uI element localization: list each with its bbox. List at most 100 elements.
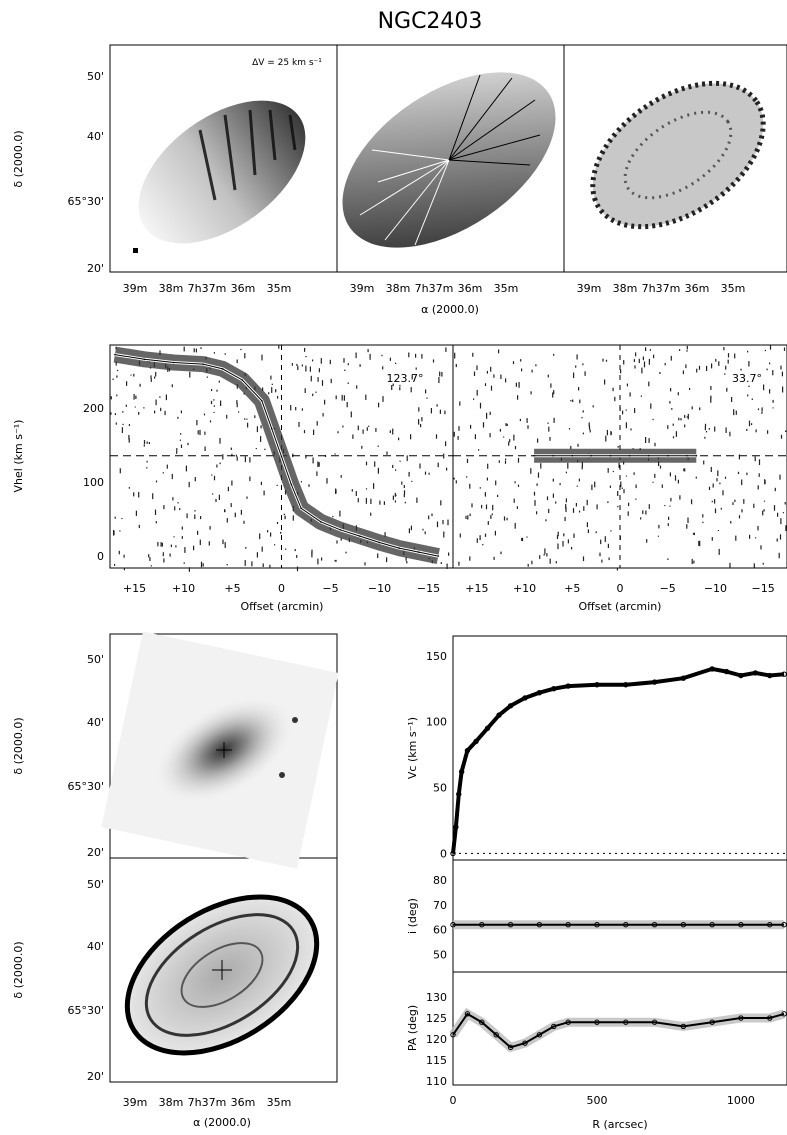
pv-noise-dot: [592, 405, 594, 408]
pv-noise-dot: [194, 477, 196, 482]
pv-noise-dot: [318, 368, 320, 373]
hi-total-intensity-frame: [109, 857, 338, 1083]
pv-noise-dot: [679, 349, 681, 351]
pv-noise-dot: [629, 392, 631, 397]
pv-noise-dot: [577, 443, 579, 447]
pv-noise-dot: [222, 454, 224, 460]
pv-noise-dot: [576, 485, 578, 487]
pv-noise-dot: [150, 378, 152, 382]
pv-noise-dot: [118, 550, 120, 555]
pv-noise-dot: [426, 397, 428, 399]
pv-curve-point: [666, 454, 669, 457]
top-ra-tick-p1-2: 7h37m: [415, 282, 454, 295]
pv-noise-dot: [193, 348, 195, 353]
pv-noise-dot: [760, 545, 762, 550]
pv-noise-dot: [617, 491, 619, 496]
pv-noise-dot: [134, 406, 136, 408]
pv-noise-dot: [667, 425, 669, 429]
position-angle-point: [479, 1019, 485, 1025]
pv-noise-dot: [405, 557, 407, 561]
pv-noise-dot: [312, 393, 314, 397]
pv-noise-dot: [479, 487, 481, 489]
pv-noise-dot: [605, 359, 608, 362]
inclination-point: [738, 922, 744, 928]
pv-noise-dot: [399, 384, 401, 387]
pv-curve-point: [437, 555, 440, 557]
pv-noise-dot: [304, 388, 306, 393]
position-angle-point: [738, 1015, 744, 1021]
pv-noise-dot: [545, 519, 547, 522]
pv-noise-dot: [310, 375, 312, 382]
rotation-curve-point: [536, 689, 543, 696]
pv-noise-dot: [448, 552, 450, 556]
pv-noise-dot: [553, 390, 555, 395]
pv-noise-dot: [625, 475, 627, 477]
pv-noise-dot: [212, 493, 214, 495]
optical-dec-tick-30: 65°30': [67, 780, 104, 793]
pv-noise-dot: [727, 359, 729, 364]
pv-noise-dot: [546, 553, 548, 557]
pv-noise-dot: [640, 395, 642, 397]
pv-noise-dot: [148, 442, 150, 444]
pv-noise-dot: [486, 370, 488, 374]
position-angle-y-label: PA (deg): [406, 1005, 419, 1051]
pv-noise-dot: [365, 461, 368, 466]
pv-noise-dot: [410, 434, 412, 440]
pv-noise-dot: [211, 389, 213, 392]
pv-noise-dot: [486, 412, 488, 419]
pv-noise-dot: [478, 449, 480, 451]
pv-x-tick-1-6: −15: [752, 582, 775, 595]
pv-noise-dot: [316, 471, 318, 476]
pv-noise-dot: [616, 567, 618, 571]
pv-noise-dot: [782, 386, 784, 393]
pv-noise-dot: [183, 562, 185, 564]
pv-noise-dot: [710, 395, 712, 400]
kin-y-tick-1-1: 70: [433, 899, 447, 912]
pv-noise-dot: [536, 483, 538, 486]
pv-noise-dot: [482, 544, 484, 546]
pv-curve-point: [202, 363, 204, 365]
pv-noise-dot: [365, 394, 367, 400]
top-ra-tick-p2-3: 36m: [685, 282, 710, 295]
pv-noise-dot: [556, 535, 559, 539]
pv-noise-dot: [213, 411, 215, 413]
hi-dec-axis-label: δ (2000.0): [12, 941, 25, 998]
pv-noise-dot: [777, 512, 779, 517]
pv-curve-point: [300, 507, 302, 510]
pv-noise-dot: [635, 352, 637, 357]
pv-noise-dot: [121, 427, 123, 433]
pv-noise-dot: [222, 539, 224, 545]
pv-noise-dot: [498, 460, 500, 463]
pv-noise-dot: [403, 490, 406, 495]
pv-noise-dot: [482, 422, 485, 428]
pv-noise-dot: [269, 564, 271, 568]
pv-noise-dot: [375, 428, 377, 432]
pv-noise-dot: [313, 429, 315, 435]
pv-noise-dot: [612, 470, 614, 473]
pv-noise-dot: [780, 518, 782, 525]
pv-noise-dot: [249, 476, 251, 482]
pv-noise-dot: [283, 513, 285, 516]
pv-noise-dot: [634, 408, 636, 413]
pv-curves: [110, 345, 787, 568]
pv-noise-dot: [779, 534, 782, 540]
pv-noise-dot: [718, 361, 720, 366]
inclination-point: [709, 922, 715, 928]
pv-noise-dot: [454, 352, 456, 359]
pv-noise-dot: [443, 453, 445, 459]
pv-noise-dot: [312, 457, 314, 464]
pv-noise-dot: [610, 530, 612, 532]
position-angle-point: [450, 1032, 456, 1038]
pv-noise-dot: [437, 462, 439, 468]
pv-noise-dot: [729, 431, 731, 437]
model-velocity-field: [342, 72, 556, 248]
pv-noise-dot: [177, 502, 179, 504]
kin-y-tick-2-1: 125: [426, 1012, 447, 1025]
top-ra-tick-p1-3: 36m: [458, 282, 483, 295]
pv-noise-dot: [552, 392, 554, 398]
top-ra-tick-p0-4: 35m: [267, 282, 292, 295]
pv-noise-dot: [197, 430, 199, 435]
pv-noise-dot: [150, 375, 152, 379]
pv-noise-dot: [635, 498, 637, 500]
pv-noise-dot: [570, 445, 572, 450]
